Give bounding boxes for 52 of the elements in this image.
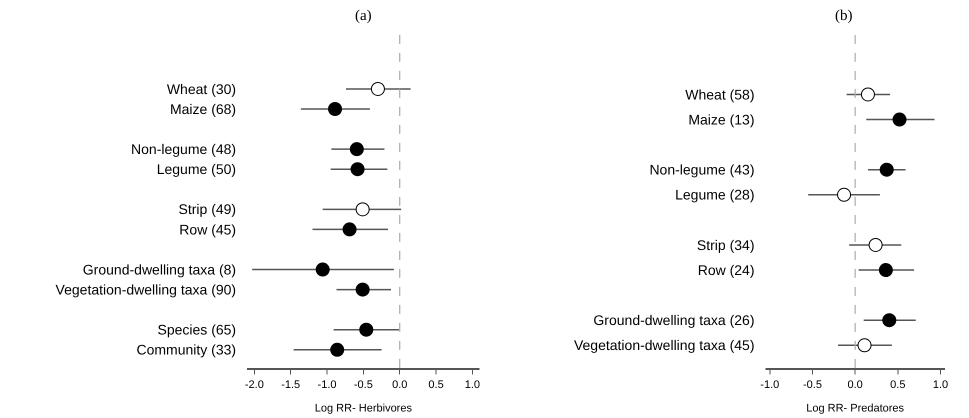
x-tick-label: 1.0 (464, 378, 480, 391)
point (350, 142, 364, 156)
x-tick-label: -1.0 (760, 378, 780, 391)
point (892, 112, 907, 127)
y-tick-label: Ground-dwelling taxa (26) (593, 312, 755, 328)
x-tick-label: 0.0 (392, 378, 408, 391)
x-tick-label: -0.5 (354, 378, 373, 391)
y-tick-label: Legume (28) (675, 186, 755, 203)
point (328, 102, 342, 116)
point (837, 188, 852, 202)
x-tick-label: -2.0 (244, 378, 264, 391)
point (350, 162, 365, 176)
point (878, 263, 893, 278)
y-tick-label: Vegetation-dwelling taxa (90) (56, 281, 236, 298)
x-tick-label: -0.5 (802, 378, 822, 391)
point (858, 338, 872, 352)
y-tick-label: Strip (34) (696, 236, 755, 253)
point (868, 238, 883, 252)
point (860, 87, 875, 102)
point (356, 282, 370, 297)
x-tick-label: 0.0 (847, 378, 863, 391)
y-tick-label: Non-legume (48) (131, 141, 236, 158)
point (330, 342, 344, 357)
point (359, 322, 374, 337)
x-axis-title: Log RR- Predatores (806, 402, 905, 414)
x-tick-label: 0.5 (428, 378, 444, 391)
y-tick-label: Species (65) (158, 322, 236, 338)
y-tick-label: Wheat (58) (685, 86, 755, 102)
y-tick-label: Vegetation-dwelling taxa (45) (574, 337, 755, 354)
y-tick-label: Row (45) (179, 221, 236, 238)
x-axis-title: Log RR- Herbivores (314, 402, 412, 414)
point (316, 262, 330, 277)
point (370, 82, 385, 96)
y-tick-label: Ground-dwelling taxa (8) (82, 261, 236, 278)
y-tick-label: Strip (49) (178, 201, 236, 218)
chart-title: (a) (355, 8, 372, 24)
y-tick-label: Legume (50) (156, 161, 236, 178)
y-tick-label: Wheat (30) (166, 80, 236, 97)
x-tick-label: -1.0 (318, 378, 337, 391)
x-tick-label: 0.5 (890, 378, 906, 391)
point (882, 313, 896, 328)
point (880, 162, 894, 177)
point (356, 202, 370, 216)
y-tick-label: Maize (13) (688, 111, 755, 128)
chart-title: (b) (835, 8, 852, 24)
y-tick-label: Maize (68) (170, 100, 236, 117)
x-tick-label: -1.5 (281, 378, 300, 391)
y-tick-label: Row (24) (698, 262, 755, 278)
x-tick-label: 1.0 (932, 378, 948, 391)
point (342, 222, 357, 236)
y-tick-label: Community (33) (136, 342, 236, 358)
y-tick-label: Non-legume (43) (649, 162, 755, 178)
